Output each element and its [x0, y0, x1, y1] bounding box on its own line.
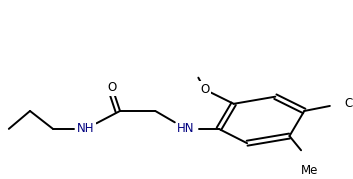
Text: Cl: Cl — [345, 97, 353, 110]
Text: NH: NH — [77, 122, 95, 135]
Text: Me: Me — [301, 164, 319, 177]
Text: HN: HN — [177, 122, 195, 135]
Text: O: O — [200, 83, 209, 96]
Text: O: O — [108, 81, 117, 94]
